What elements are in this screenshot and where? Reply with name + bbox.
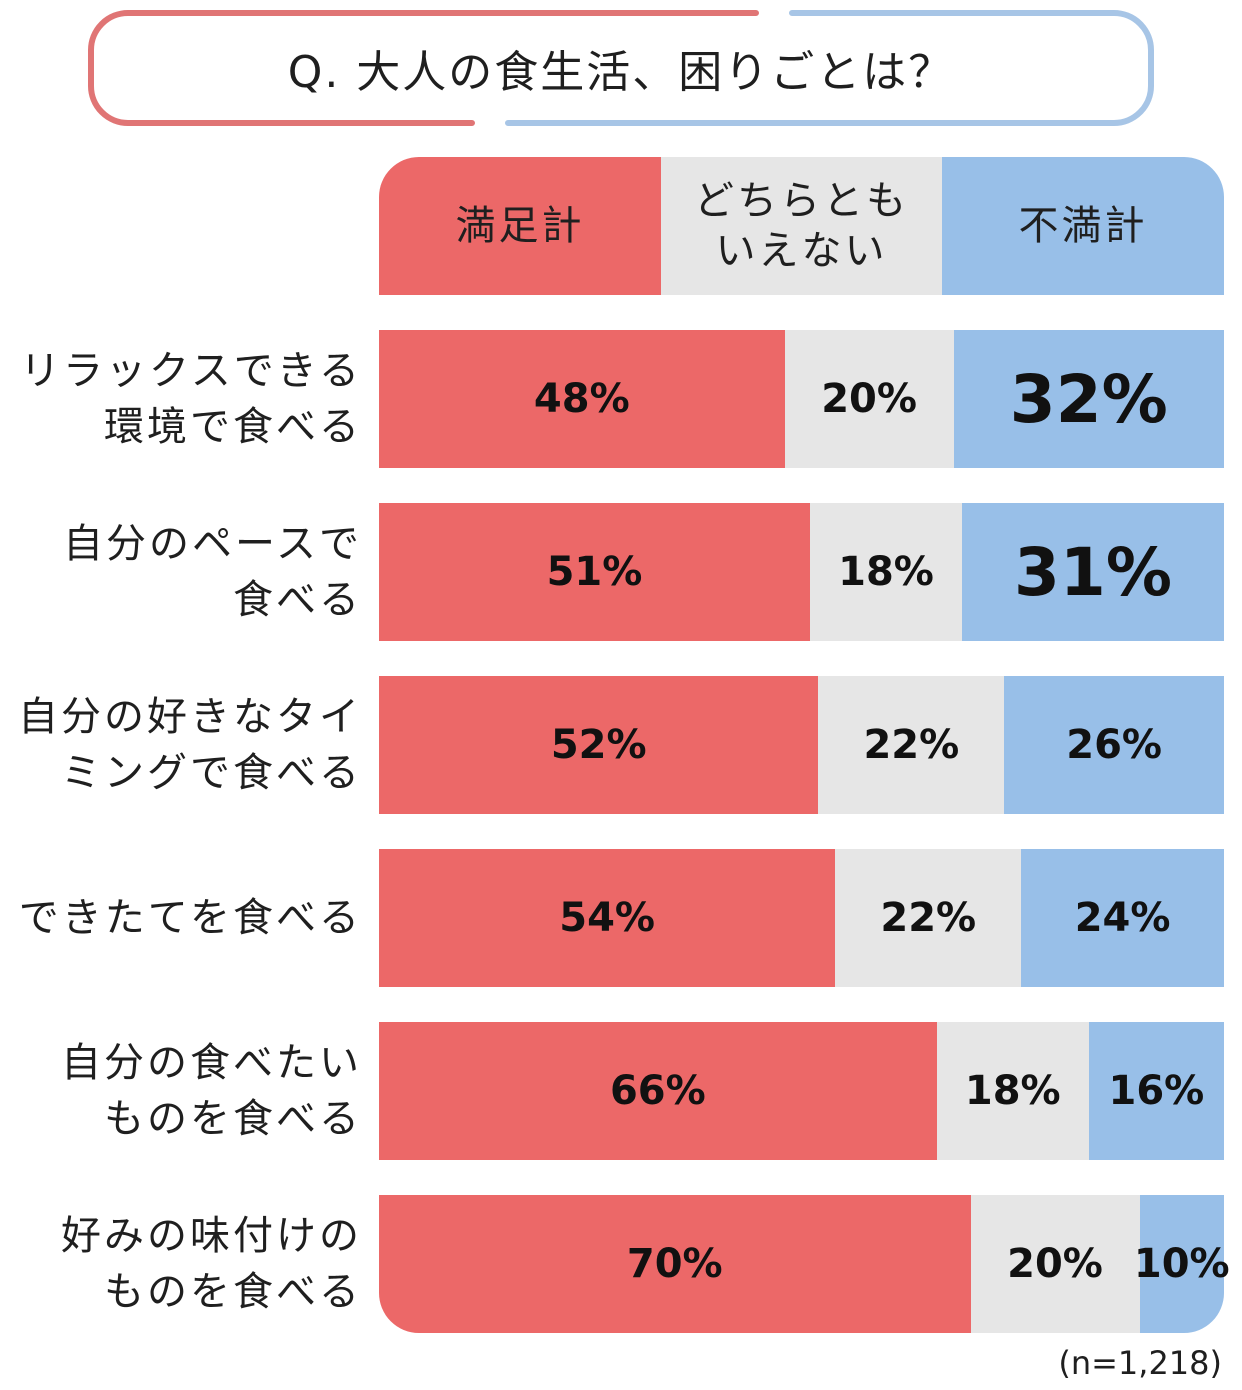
bar-segment-neutral: 18% — [936, 1022, 1089, 1160]
bar-row: 70% 20% 10% — [379, 1195, 1230, 1333]
bar-segment-satisfied: 54% — [379, 849, 836, 987]
category-label-line: 自分のペースで — [63, 521, 362, 567]
chart-title: Q. 大人の食生活、困りごとは？ — [287, 47, 955, 98]
bar-segment-neutral: 20% — [970, 1195, 1140, 1333]
bar-segment-satisfied: 70% — [379, 1195, 971, 1333]
bar-row: 66% 18% 16% — [379, 1022, 1224, 1160]
title-frame — [88, 10, 1154, 126]
data-label: 22% — [863, 722, 960, 768]
bar-segment-neutral: 22% — [835, 849, 1022, 987]
category-label-line: できたてを食べる — [18, 895, 362, 941]
data-label: 32% — [1009, 360, 1168, 438]
category-label: 自分の好きなタイミングで食べる — [0, 689, 362, 801]
data-label: 18% — [838, 549, 934, 595]
bar-row: 51% 18% 31% — [379, 503, 1224, 641]
bar-segment-neutral: 22% — [818, 676, 1005, 814]
bar-segment-dissatisfied: 16% — [1088, 1022, 1224, 1160]
category-label: 自分の食べたいものを食べる — [0, 1035, 362, 1147]
category-label: 好みの味付けのものを食べる — [0, 1208, 362, 1320]
category-label-line: 食べる — [233, 577, 362, 623]
category-label-line: 自分の好きなタイ — [18, 694, 362, 740]
data-label: 22% — [880, 895, 977, 941]
bar-segment-dissatisfied: 10% — [1134, 1195, 1230, 1333]
data-label: 20% — [821, 376, 917, 422]
bar-row: 52% 22% 26% — [379, 676, 1224, 814]
category-label: できたてを食べる — [0, 890, 362, 946]
category-label-line: リラックスできる — [20, 348, 362, 394]
bar-segment-satisfied: 48% — [379, 330, 785, 468]
data-label: 18% — [964, 1068, 1061, 1114]
bar-row: 54% 22% 24% — [379, 849, 1224, 987]
category-label-line: 環境で食べる — [104, 404, 362, 450]
category-label: リラックスできる環境で食べる — [0, 343, 362, 455]
data-label: 31% — [1014, 533, 1172, 611]
bar-segment-satisfied: 52% — [379, 676, 819, 814]
data-label: 51% — [546, 549, 643, 595]
bar-segment-neutral: 18% — [809, 503, 963, 641]
category-label-line: ものを食べる — [104, 1096, 362, 1142]
data-label: 16% — [1108, 1068, 1205, 1114]
sample-size-note: (n=1,218) — [1058, 1344, 1222, 1382]
legend: 満足計 どちらとも いえない 不満計 — [379, 157, 1224, 295]
legend-satisfied: 満足計 — [379, 157, 661, 295]
data-label: 48% — [533, 376, 630, 422]
bar-segment-neutral: 20% — [784, 330, 954, 468]
category-label-line: ミングで食べる — [61, 750, 362, 796]
category-label: 自分のペースで食べる — [0, 516, 362, 628]
bar-segment-dissatisfied: 26% — [1004, 676, 1224, 814]
legend-neutral: どちらとも いえない — [661, 157, 942, 295]
category-label-line: 自分の食べたい — [61, 1040, 362, 1086]
data-label: 66% — [609, 1068, 706, 1114]
title-box: Q. 大人の食生活、困りごとは？ — [88, 10, 1154, 126]
bar-segment-satisfied: 51% — [379, 503, 810, 641]
bar-segment-dissatisfied: 32% — [953, 330, 1224, 468]
bar-segment-dissatisfied: 31% — [962, 503, 1224, 641]
data-label: 54% — [559, 895, 656, 941]
category-label-line: ものを食べる — [104, 1269, 362, 1315]
data-label: 52% — [550, 722, 647, 768]
category-label-line: 好みの味付けの — [61, 1213, 362, 1259]
bar-segment-satisfied: 66% — [379, 1022, 937, 1160]
data-label: 10% — [1133, 1241, 1230, 1287]
bar-segment-dissatisfied: 24% — [1021, 849, 1224, 987]
data-label: 26% — [1066, 722, 1162, 768]
data-label: 70% — [626, 1241, 723, 1287]
data-label: 20% — [1007, 1241, 1103, 1287]
bar-row: 48% 20% 32% — [379, 330, 1224, 468]
legend-dissatisfied: 不満計 — [942, 157, 1224, 295]
data-label: 24% — [1074, 895, 1171, 941]
